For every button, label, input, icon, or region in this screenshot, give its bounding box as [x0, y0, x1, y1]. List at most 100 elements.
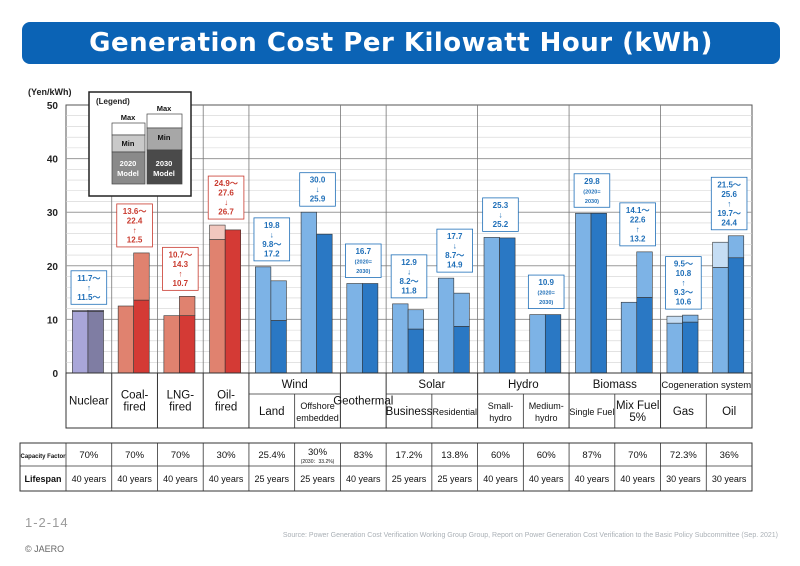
data-label: 13.2 — [630, 234, 646, 243]
legend-2030-label: Model — [153, 169, 175, 178]
data-label: 25.2 — [493, 220, 509, 229]
capacity-factor-cell: 36% — [720, 450, 740, 461]
bar-2030-range — [133, 252, 150, 301]
bar-2030-range — [636, 251, 653, 298]
legend-2030-base — [146, 149, 183, 185]
data-label: 9.8～ — [262, 240, 281, 249]
category-label: fired — [123, 402, 145, 414]
data-label: 10.7～ — [169, 250, 193, 259]
bar-2030-min — [727, 257, 745, 374]
capacity-factor-cell: 87% — [582, 450, 602, 461]
lifespan-cell: 30 years — [712, 474, 747, 484]
bar-2020-min — [72, 311, 89, 374]
category-label: fired — [169, 402, 191, 414]
category-label: hydro — [489, 413, 512, 423]
data-label: 14.9 — [447, 261, 463, 270]
bar-2020-min — [163, 315, 180, 374]
data-label: 24.4 — [721, 218, 737, 227]
legend-label-min: Min — [158, 133, 171, 142]
data-label: ↓ — [453, 242, 457, 251]
bar-2020-min — [529, 314, 546, 374]
bar-2020-range — [712, 241, 729, 268]
bar-2030-min — [682, 321, 699, 374]
group-label: Wind — [282, 379, 308, 391]
data-label: 11.5～ — [77, 293, 100, 302]
capacity-factor-cell: 70% — [79, 450, 99, 461]
data-label-box — [573, 173, 611, 208]
data-label: 10.6 — [676, 298, 692, 307]
y-tick-label: 30 — [47, 208, 59, 219]
bar-2030-min — [362, 283, 379, 374]
lifespan-cell: 40 years — [72, 474, 107, 484]
bar-2030-range — [179, 296, 196, 316]
y-tick-label: 40 — [47, 155, 59, 166]
data-label: 14.3 — [173, 260, 189, 269]
data-label-box — [665, 256, 702, 310]
capacity-factor-cell: 30% — [217, 450, 237, 461]
bar-2020-min — [300, 211, 317, 374]
bar-2030-min — [407, 328, 424, 374]
data-label: 27.6 — [218, 189, 234, 198]
lifespan-cell: 40 years — [575, 474, 610, 484]
data-label-box — [116, 203, 153, 248]
bar-2030-min — [224, 229, 242, 374]
data-label: 2030) — [356, 269, 370, 275]
category-label: hydro — [535, 413, 558, 423]
category-label: Residential — [432, 407, 477, 417]
data-label: 16.7 — [355, 247, 371, 256]
data-label: ↓ — [270, 230, 274, 239]
data-label: 25.6 — [721, 190, 737, 199]
data-label-box — [390, 254, 428, 299]
bar-2020-min — [666, 322, 683, 374]
group-label: Solar — [418, 379, 445, 391]
source-note: Source: Power Generation Cost Verificati… — [282, 532, 778, 539]
data-label: 8.7～ — [445, 251, 464, 260]
data-label: 12.5 — [127, 235, 143, 244]
bar-2020-min — [483, 237, 500, 374]
data-label: ↑ — [636, 225, 640, 234]
category-label: Small- — [488, 401, 514, 411]
category-table — [65, 372, 753, 429]
bar-2020-min — [209, 239, 226, 374]
data-label-box — [345, 243, 382, 278]
lifespan-cell: 25 years — [300, 474, 335, 484]
data-label: ↑ — [133, 226, 137, 235]
lifespan-cell: 40 years — [346, 474, 381, 484]
data-label: 25.3 — [493, 201, 509, 210]
legend-2020-base — [111, 151, 146, 185]
lifespan-cell: 40 years — [117, 474, 152, 484]
legend-2030-label: 2030 — [156, 159, 173, 168]
legend-2020-label: Model — [117, 169, 139, 178]
data-label: 2030) — [585, 199, 599, 205]
data-label: 11.7～ — [77, 274, 100, 283]
data-label: 19.8 — [264, 221, 280, 230]
category-label: fired — [215, 402, 237, 414]
data-label-box — [162, 246, 199, 291]
category-label: LNG- — [167, 390, 195, 402]
data-label: 14.1～ — [626, 206, 650, 215]
capacity-factor-cell: 30% — [308, 447, 328, 458]
category-label: Land — [259, 406, 285, 418]
category-label: 5% — [629, 412, 646, 424]
category-label: Oil — [722, 406, 736, 418]
data-label: (2020= — [355, 259, 372, 265]
bar-2030-min — [544, 314, 562, 374]
page-code: 1-2-14 — [25, 515, 69, 530]
legend-2020-max — [111, 122, 146, 136]
y-tick-label: 50 — [47, 101, 59, 112]
category-label: Single Fuel — [569, 407, 614, 417]
data-label: 17.7 — [447, 232, 463, 241]
bar-2030-range — [682, 314, 699, 323]
category-label: Nuclear — [69, 396, 109, 408]
data-label: 22.4 — [127, 216, 143, 225]
data-label-box — [482, 197, 519, 232]
data-label-box — [253, 217, 291, 262]
data-label: 2030) — [539, 300, 553, 306]
bar-2020-min — [255, 266, 272, 374]
data-label: 12.9 — [401, 258, 417, 267]
data-label: 26.7 — [218, 208, 234, 217]
group-label: Biomass — [593, 379, 637, 391]
data-label: 21.5～ — [717, 180, 741, 189]
lifespan-cell: 30 years — [666, 474, 701, 484]
